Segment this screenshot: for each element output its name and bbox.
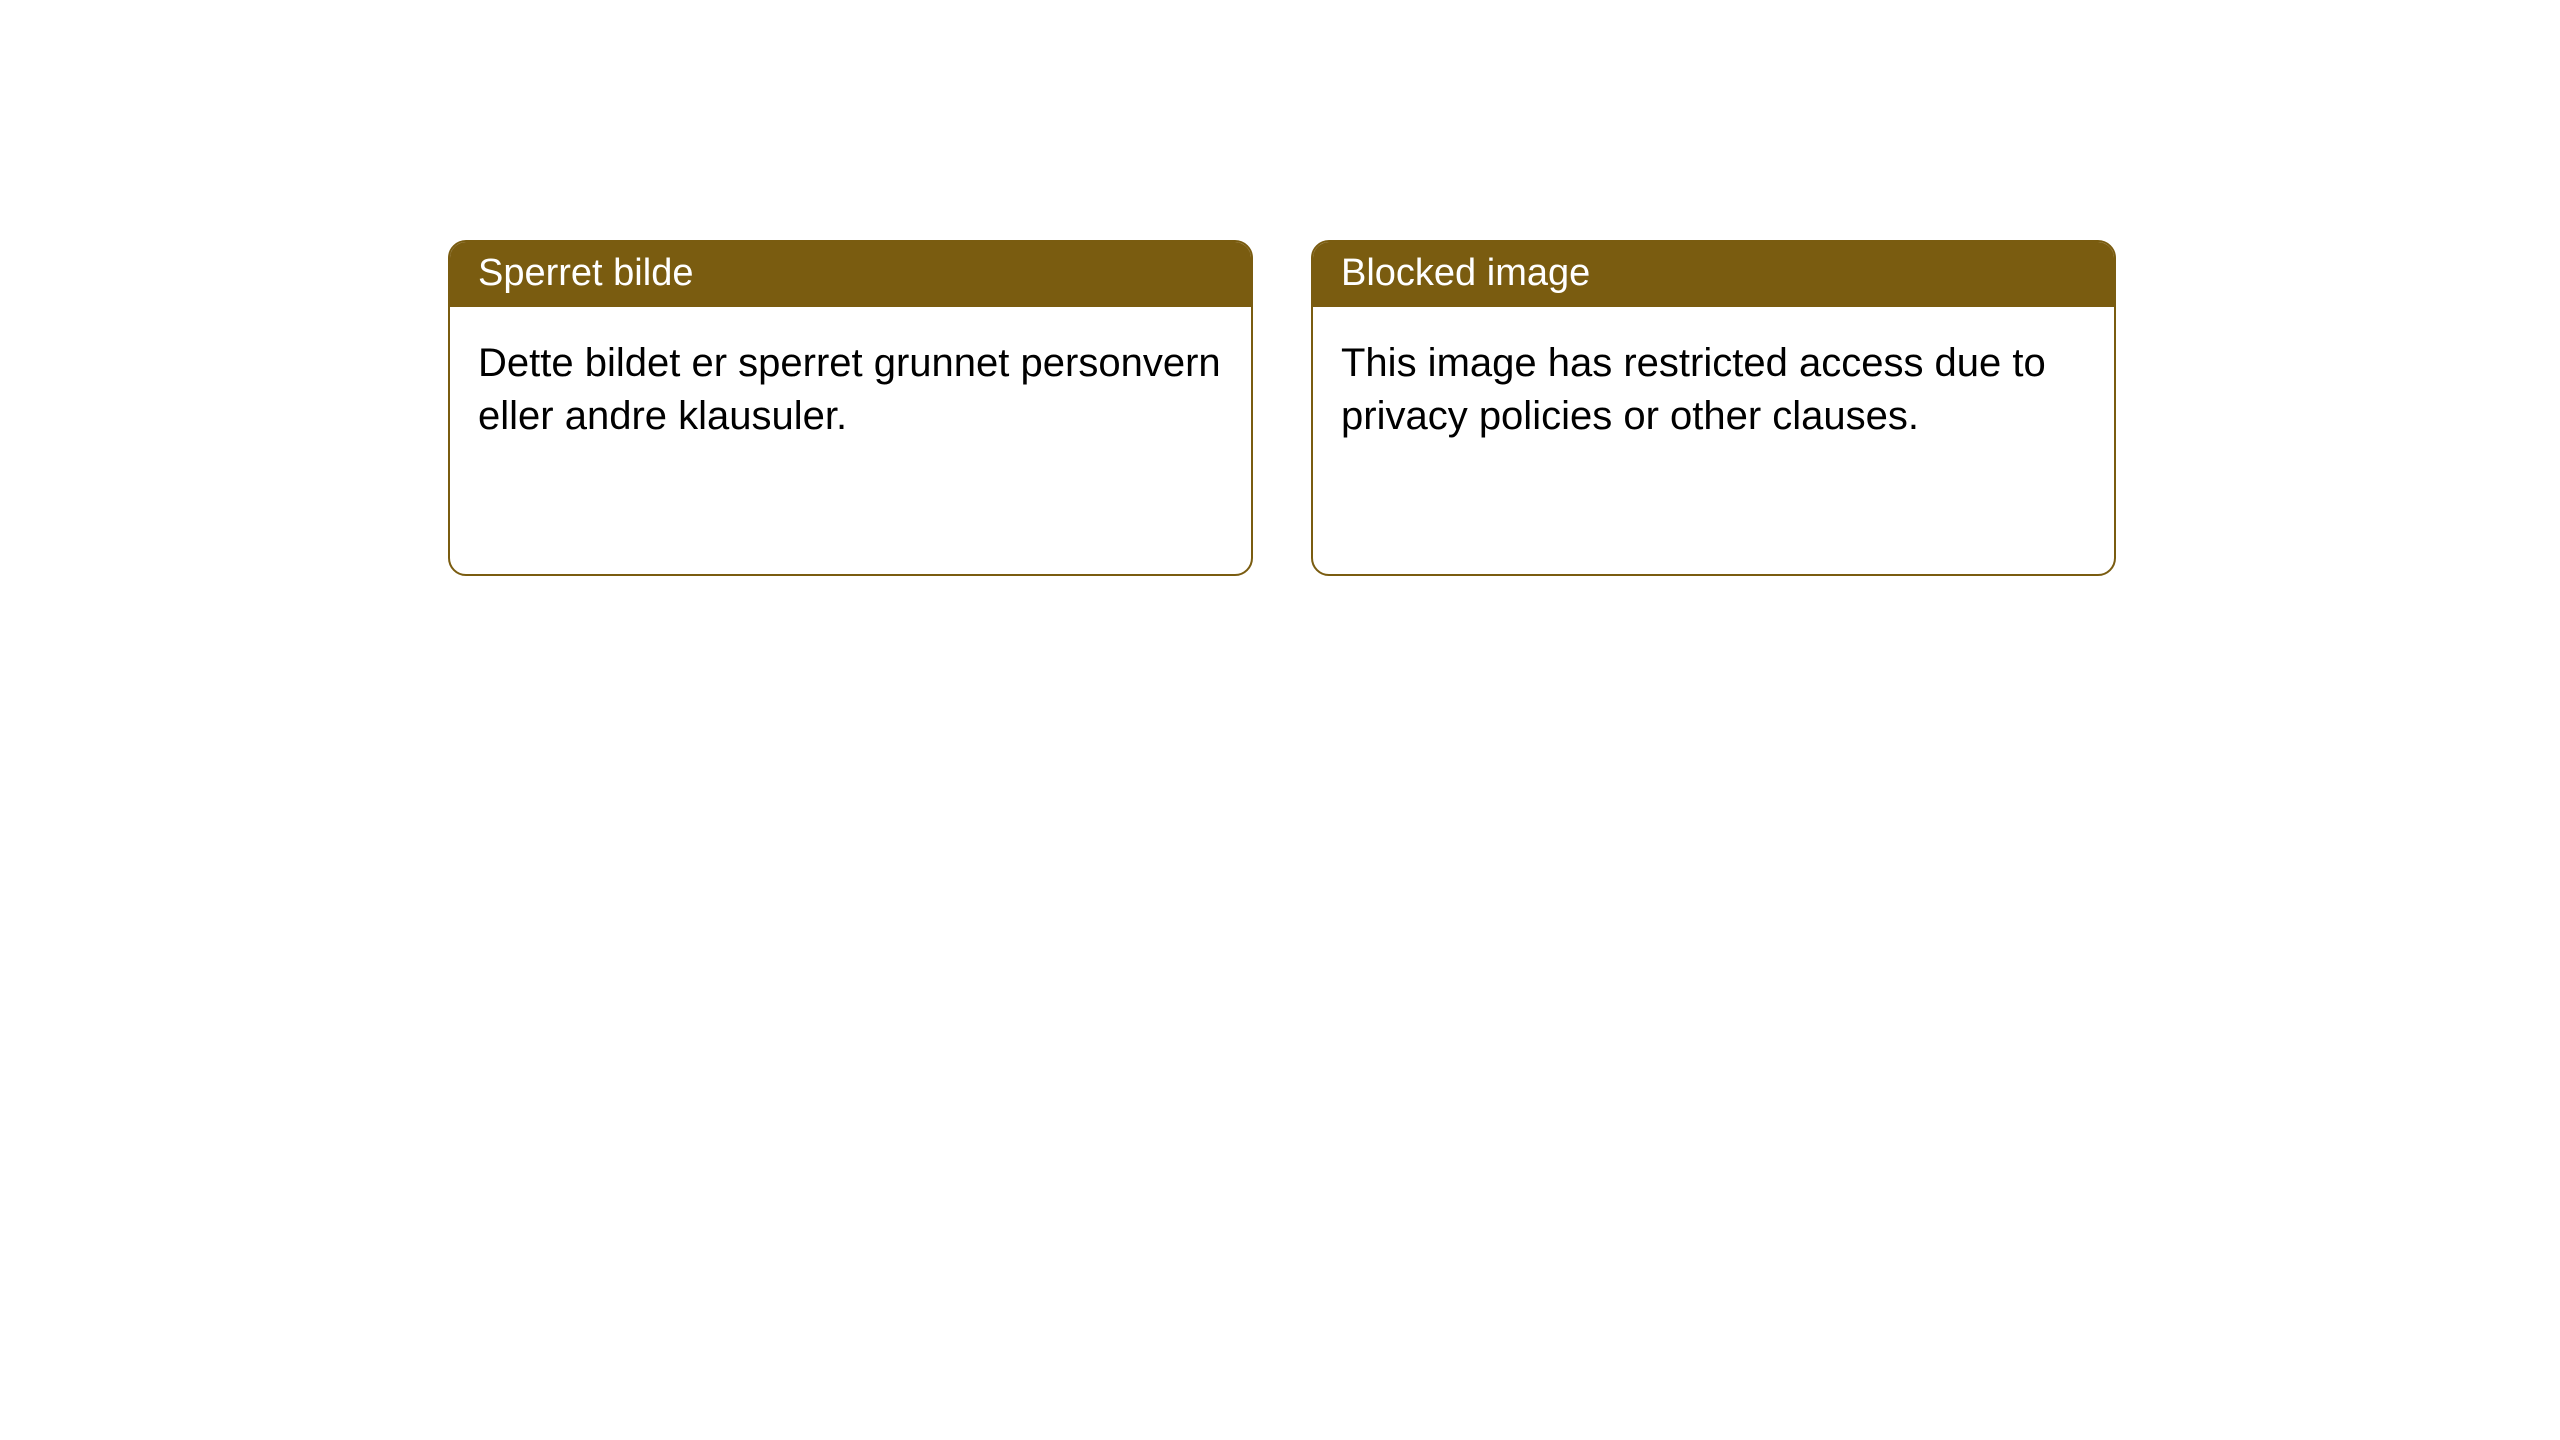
notice-body: This image has restricted access due to …	[1313, 307, 2114, 473]
notice-box-norwegian: Sperret bilde Dette bildet er sperret gr…	[448, 240, 1253, 576]
notice-header: Blocked image	[1313, 242, 2114, 307]
notice-header: Sperret bilde	[450, 242, 1251, 307]
notice-box-english: Blocked image This image has restricted …	[1311, 240, 2116, 576]
notice-body: Dette bildet er sperret grunnet personve…	[450, 307, 1251, 473]
notice-container: Sperret bilde Dette bildet er sperret gr…	[0, 0, 2560, 576]
